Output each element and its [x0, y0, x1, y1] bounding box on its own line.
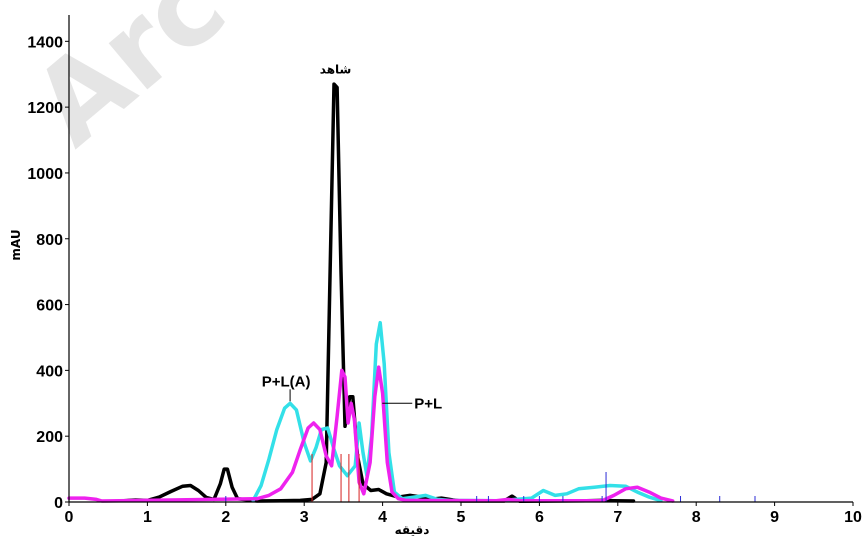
- y-axis-title: mAU: [9, 229, 23, 260]
- y-tick-label-0: 0: [54, 495, 63, 512]
- y-tick-label-1000: 1000: [27, 166, 63, 183]
- x-tick-label-4: 4: [378, 509, 387, 526]
- x-tick-label-2: 2: [221, 509, 230, 526]
- annotation-pl: P+L: [414, 395, 442, 412]
- y-tick-label-600: 600: [36, 298, 63, 315]
- y-tick-label-400: 400: [36, 363, 63, 380]
- series-line-1: [122, 82, 636, 504]
- x-tick-label-7: 7: [613, 509, 622, 526]
- x-tick-label-10: 10: [844, 509, 862, 526]
- series-line-2: [251, 320, 663, 503]
- x-tick-label-1: 1: [143, 509, 152, 526]
- annotation-blank: شاهد: [320, 63, 352, 77]
- x-tick-label-0: 0: [65, 509, 74, 526]
- y-tick-label-800: 800: [36, 232, 63, 249]
- x-tick-label-3: 3: [300, 509, 309, 526]
- x-tick-label-9: 9: [770, 509, 779, 526]
- series-line-3: [67, 365, 675, 503]
- x-tick-label-8: 8: [692, 509, 701, 526]
- x-axis-title: دقیقه: [395, 523, 430, 537]
- annotation-pl-a: P+L(A): [262, 373, 311, 390]
- peak-marker-layer: [225, 454, 756, 502]
- y-tick-label-1400: 1400: [27, 34, 63, 51]
- y-tick-label-200: 200: [36, 429, 63, 446]
- y-tick-label-1200: 1200: [27, 100, 63, 117]
- watermark-text: Arc: [9, 0, 248, 170]
- annotation-layer: شاهد P+L(A) P+L: [262, 63, 442, 413]
- x-tick-label-5: 5: [457, 509, 466, 526]
- axis-layer: 0 200 400 600 800 1000 1200 1400 0 1 2 3 4 5 6 7 8 9 10: [27, 15, 862, 526]
- series-layer: [67, 82, 675, 504]
- x-tick-label-6: 6: [535, 509, 544, 526]
